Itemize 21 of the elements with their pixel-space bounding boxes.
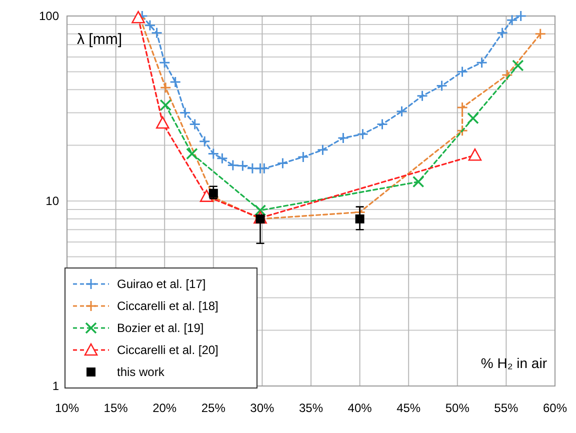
x-tick-label: 30% (250, 401, 275, 415)
y-tick-label: 100 (38, 9, 60, 24)
legend-label: Guirao et al. [17] (117, 277, 206, 292)
legend-label: Ciccarelli et al. [18] (117, 299, 218, 314)
y-axis-title: λ [mm] (77, 31, 122, 48)
x-tick-label: 10% (54, 401, 80, 415)
x-tick-label: 60% (542, 401, 568, 415)
x-tick-label: 20% (152, 401, 177, 415)
x-tick-label: 15% (104, 401, 128, 415)
x-tick-label: 40% (348, 401, 372, 415)
legend-label: this work (117, 365, 166, 380)
legend-label: Ciccarelli et al. [20] (117, 343, 218, 358)
x-tick-label: 45% (396, 401, 421, 415)
y-tick-label: 1 (52, 379, 60, 394)
x-axis-title: % H₂ in air (480, 355, 548, 371)
y-tick-label: 10 (46, 194, 60, 208)
legend-label: Bozier et al. [19] (117, 321, 204, 336)
x-tick-label: 25% (201, 401, 226, 415)
x-tick-label: 35% (298, 401, 324, 415)
x-tick-label: 55% (494, 401, 519, 415)
x-tick-label: 50% (445, 401, 470, 415)
